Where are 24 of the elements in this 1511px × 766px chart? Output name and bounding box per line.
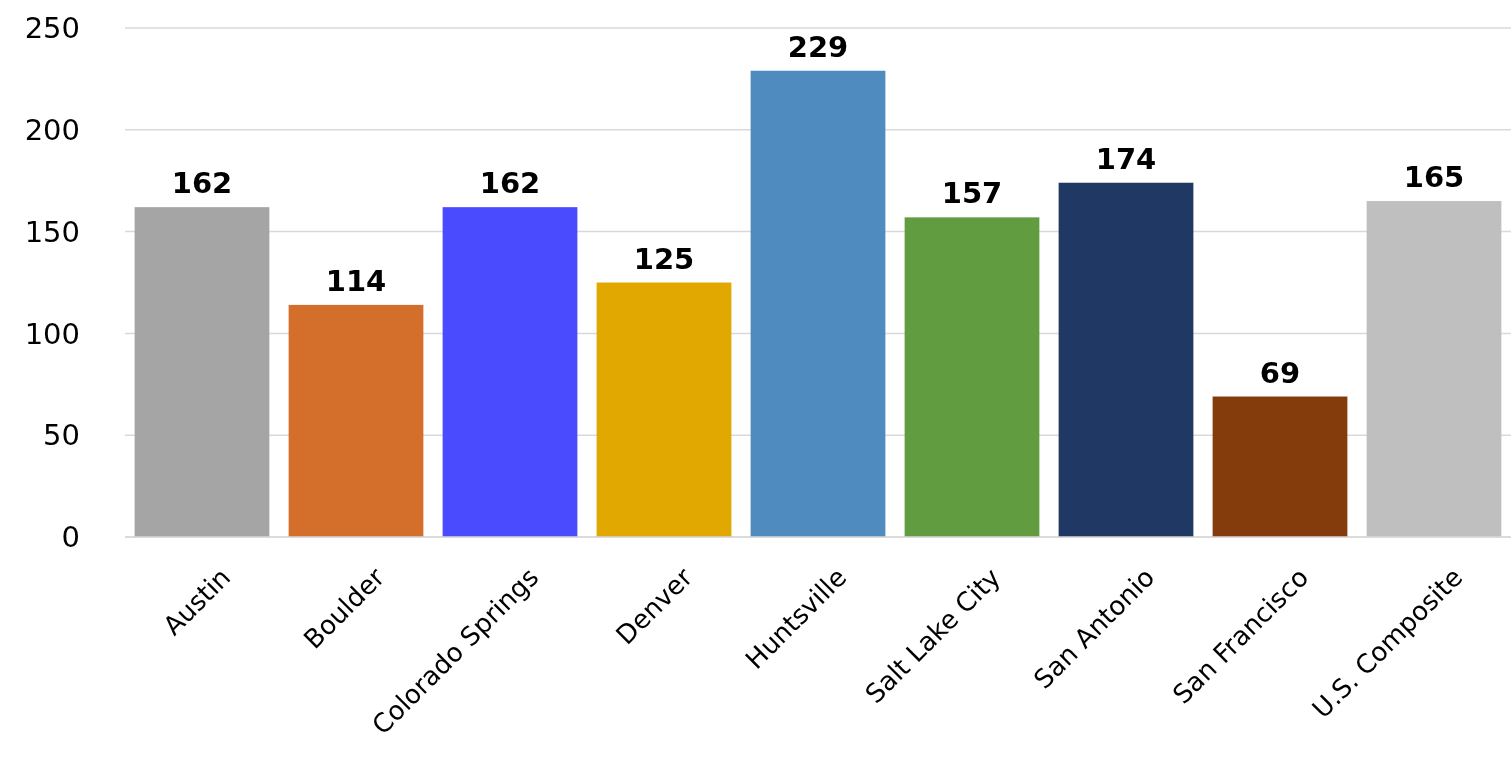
data-label: 69 [1259, 355, 1301, 390]
data-label: 162 [479, 166, 541, 201]
bar [1058, 182, 1194, 537]
bar [596, 282, 732, 537]
data-label: 174 [1095, 141, 1157, 176]
bar [750, 70, 886, 537]
data-label: 165 [1403, 160, 1465, 195]
y-tick-label: 250 [24, 11, 80, 46]
y-tick-label: 0 [61, 520, 80, 555]
bar [1366, 201, 1502, 537]
data-label: 125 [633, 241, 695, 276]
bar [134, 207, 270, 537]
data-label: 162 [171, 166, 233, 201]
data-label: 114 [325, 263, 387, 298]
bar [904, 217, 1040, 537]
y-tick-label: 50 [43, 418, 80, 453]
data-label: 157 [941, 176, 1003, 211]
y-tick-label: 100 [24, 316, 80, 351]
data-label: 229 [787, 29, 849, 64]
bar [442, 207, 578, 537]
y-tick-label: 150 [24, 214, 80, 249]
y-tick-label: 200 [24, 112, 80, 147]
bar [288, 304, 424, 537]
bar [1212, 396, 1348, 537]
